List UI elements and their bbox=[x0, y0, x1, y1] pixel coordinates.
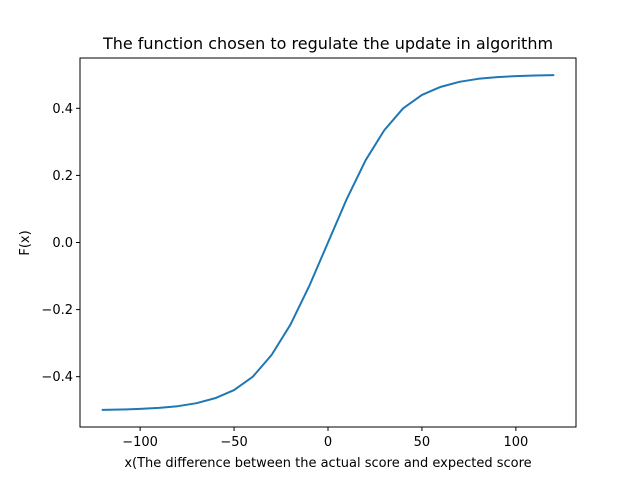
series-layer bbox=[101, 74, 555, 411]
y-axis-ticks: −0.4 −0.2 0.0 0.2 0.4 bbox=[41, 102, 80, 385]
y-tick-label: −0.2 bbox=[41, 303, 73, 318]
y-tick-label: −0.4 bbox=[41, 370, 73, 385]
x-axis-label: x(The difference between the actual scor… bbox=[124, 456, 531, 471]
x-axis-ticks: −100 −50 0 50 100 bbox=[122, 427, 528, 450]
series-line bbox=[101, 74, 555, 411]
x-tick-label: 50 bbox=[414, 435, 431, 450]
x-tick-label: −100 bbox=[122, 435, 158, 450]
chart-title: The function chosen to regulate the upda… bbox=[102, 34, 553, 53]
y-axis-label: F(x) bbox=[18, 230, 33, 255]
y-tick-label: 0.4 bbox=[52, 102, 73, 117]
x-tick-label: −50 bbox=[220, 435, 247, 450]
y-tick-label: 0.2 bbox=[52, 169, 73, 184]
y-tick-label: 0.0 bbox=[52, 236, 73, 251]
x-tick-label: 0 bbox=[324, 435, 332, 450]
plot-area-frame bbox=[79, 57, 577, 428]
x-tick-label: 100 bbox=[503, 435, 528, 450]
